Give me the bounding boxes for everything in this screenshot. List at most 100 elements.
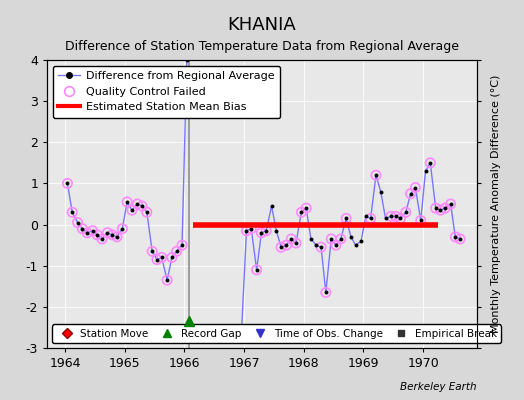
Point — [262, 228, 270, 234]
Point — [317, 244, 325, 250]
Point — [108, 232, 116, 238]
Point — [257, 230, 266, 236]
Point — [391, 213, 400, 220]
Point — [322, 289, 330, 296]
Point — [242, 228, 250, 234]
Point — [332, 242, 340, 248]
Point — [287, 236, 296, 242]
Point — [267, 203, 276, 209]
Point — [401, 209, 410, 216]
Point — [342, 215, 351, 222]
Point — [342, 215, 351, 222]
Point — [396, 215, 405, 222]
Point — [282, 242, 291, 248]
Point — [143, 209, 151, 216]
Point — [417, 217, 425, 224]
Point — [277, 244, 285, 250]
Point — [426, 160, 434, 166]
Point — [332, 242, 340, 248]
Point — [133, 201, 141, 207]
Point — [317, 244, 325, 250]
Point — [143, 209, 151, 216]
Point — [113, 234, 121, 240]
Point — [287, 236, 296, 242]
Text: Berkeley Earth: Berkeley Earth — [400, 382, 477, 392]
Point — [327, 236, 335, 242]
Point — [446, 201, 455, 207]
Point — [83, 230, 91, 236]
Point — [372, 172, 380, 178]
Point — [262, 228, 270, 234]
Point — [163, 277, 171, 283]
Point — [411, 184, 420, 191]
Point — [172, 248, 181, 254]
Point — [183, 57, 191, 63]
Point — [381, 215, 390, 222]
Point — [172, 248, 181, 254]
Point — [401, 209, 410, 216]
Point — [387, 213, 395, 220]
Point — [277, 244, 285, 250]
Point — [352, 242, 360, 248]
Point — [441, 205, 450, 211]
Point — [417, 217, 425, 224]
Point — [163, 277, 171, 283]
Point — [68, 209, 77, 216]
Point — [78, 226, 86, 232]
Point — [257, 230, 266, 236]
Point — [421, 168, 430, 174]
Y-axis label: Monthly Temperature Anomaly Difference (°C): Monthly Temperature Anomaly Difference (… — [492, 75, 501, 333]
Point — [292, 240, 300, 246]
Point — [158, 254, 166, 261]
Point — [178, 242, 186, 248]
Point — [436, 207, 445, 213]
Point — [103, 230, 112, 236]
Point — [441, 205, 450, 211]
Text: Difference of Station Temperature Data from Regional Average: Difference of Station Temperature Data f… — [65, 40, 459, 53]
Point — [247, 226, 256, 232]
Point — [407, 190, 415, 197]
Point — [336, 236, 345, 242]
Point — [158, 254, 166, 261]
Point — [98, 236, 106, 242]
Point — [336, 236, 345, 242]
Point — [148, 248, 156, 254]
Point — [431, 205, 440, 211]
Point — [322, 289, 330, 296]
Point — [83, 230, 91, 236]
Point — [73, 219, 82, 226]
Point — [113, 234, 121, 240]
Point — [282, 242, 291, 248]
Point — [148, 248, 156, 254]
Point — [138, 203, 146, 209]
Point — [153, 256, 161, 263]
Point — [362, 213, 370, 220]
Point — [63, 180, 72, 187]
Point — [168, 254, 176, 261]
Point — [118, 226, 127, 232]
Point — [68, 209, 77, 216]
Point — [431, 205, 440, 211]
Point — [128, 207, 136, 213]
Point — [396, 215, 405, 222]
Point — [123, 199, 132, 205]
Point — [153, 256, 161, 263]
Point — [366, 215, 375, 222]
Point — [108, 232, 116, 238]
Point — [178, 242, 186, 248]
Point — [93, 232, 102, 238]
Point — [133, 201, 141, 207]
Point — [366, 215, 375, 222]
Point — [302, 205, 310, 211]
Text: KHANIA: KHANIA — [227, 16, 297, 34]
Point — [436, 207, 445, 213]
Point — [63, 180, 72, 187]
Point — [93, 232, 102, 238]
Point — [123, 199, 132, 205]
Point — [312, 242, 321, 248]
Point — [391, 213, 400, 220]
Point — [456, 236, 464, 242]
Point — [456, 236, 464, 242]
Point — [407, 190, 415, 197]
Point — [103, 230, 112, 236]
